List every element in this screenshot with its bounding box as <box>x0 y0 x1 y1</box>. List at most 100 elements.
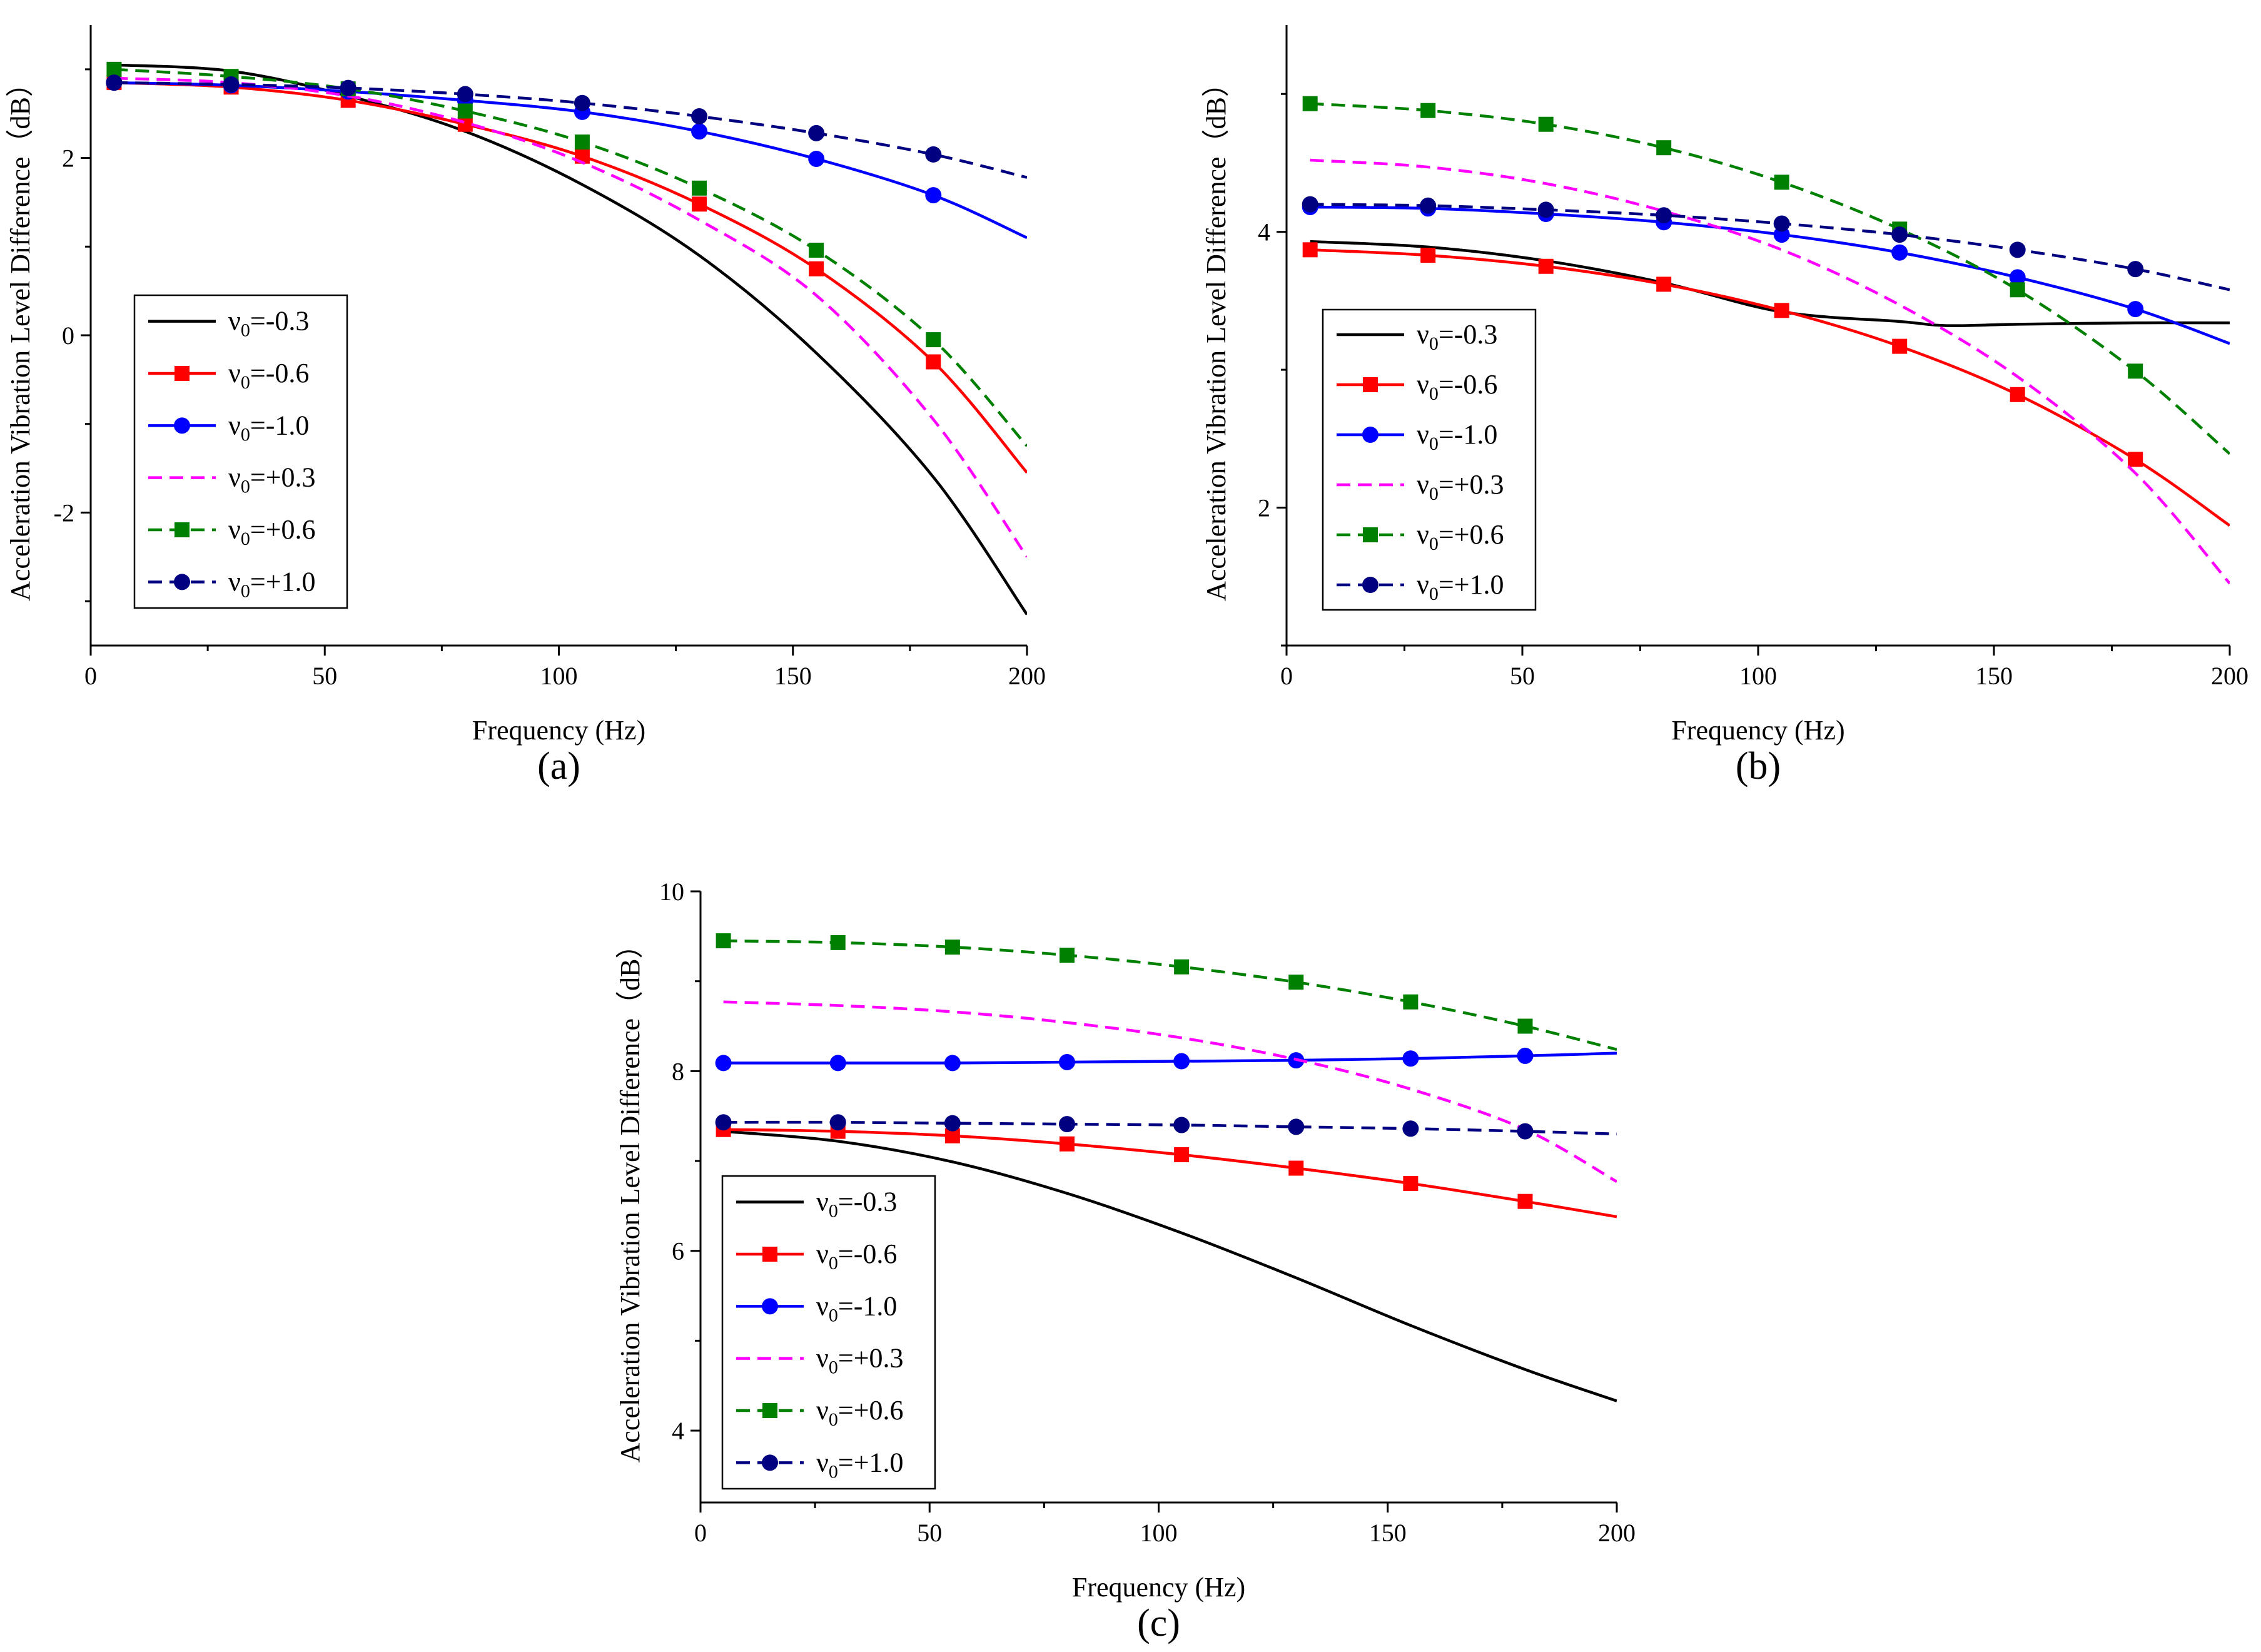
data-point <box>1403 994 1419 1010</box>
legend-symbol: ν <box>1417 469 1429 500</box>
data-point <box>809 242 824 258</box>
legend-value: =-1.0 <box>250 410 309 440</box>
legend-value: =+0.3 <box>250 462 316 493</box>
data-point <box>925 146 942 163</box>
legend-symbol: ν <box>1417 369 1429 400</box>
series-line-2 <box>114 81 1027 474</box>
x-tick-label: 200 <box>1008 662 1046 690</box>
data-point <box>692 196 707 212</box>
data-point <box>1517 1123 1534 1140</box>
legend-marker-5 <box>1363 527 1378 542</box>
chart-panel-3: 0 50 100 150 200 4 6 8 10 Frequency (Hz) Accelerat… <box>615 878 1636 1644</box>
x-tick-label: 100 <box>1140 1519 1178 1547</box>
legend-symbol: ν <box>228 358 241 388</box>
data-point <box>1420 248 1436 263</box>
legend-value: =+1.0 <box>250 566 316 597</box>
data-point <box>1538 116 1554 132</box>
legend-value: =+0.3 <box>1439 469 1504 500</box>
data-point <box>1774 175 1789 190</box>
data-point <box>1173 1053 1190 1070</box>
data-point <box>1773 215 1790 232</box>
y-tick-label: -2 <box>54 499 74 527</box>
legend-subscript: 0 <box>829 1305 838 1325</box>
data-point <box>1060 1136 1075 1152</box>
y-tick-label: 4 <box>672 1417 684 1445</box>
x-axis-title: Frequency (Hz) <box>1671 715 1844 746</box>
legend-marker-3 <box>1362 427 1378 443</box>
y-tick-label: 8 <box>672 1057 684 1085</box>
series-group <box>715 933 1617 1402</box>
legend-value: =-1.0 <box>1439 419 1497 450</box>
series-group <box>1302 96 2230 585</box>
chart-panel-1: 0 50 100 150 200 -2 0 2 Frequency (Hz) Accelerati… <box>5 25 1046 788</box>
data-point <box>106 61 122 77</box>
legend-label-3: ν0=-1.0 <box>228 410 309 445</box>
y-axis-title: Acceleration Vibration Level Difference（… <box>5 69 36 601</box>
legend-symbol: ν <box>228 306 241 337</box>
legend-marker-3 <box>174 417 190 434</box>
legend-subscript: 0 <box>241 477 250 497</box>
data-point <box>692 180 707 196</box>
legend-subscript: 0 <box>829 1357 838 1378</box>
legend-label-2: ν0=-0.6 <box>816 1239 897 1274</box>
legend-symbol: ν <box>816 1343 829 1374</box>
data-point <box>1891 244 1908 261</box>
series-line-6 <box>114 81 1027 179</box>
legend-value: =+0.6 <box>838 1395 904 1426</box>
y-axis-title: Acceleration Vibration Level Difference（… <box>615 931 645 1463</box>
data-point <box>457 116 473 132</box>
panel-label: (c) <box>1137 1602 1180 1644</box>
y-tick-label: 2 <box>1258 494 1270 522</box>
legend-label-1: ν0=-0.3 <box>228 306 309 341</box>
legend-value: =+0.6 <box>1439 519 1504 550</box>
series-line-1 <box>723 1130 1617 1402</box>
legend-subscript: 0 <box>1429 333 1439 354</box>
x-tick-label: 0 <box>694 1519 707 1547</box>
legend-marker-5 <box>762 1403 777 1418</box>
series-line-3 <box>114 81 1027 240</box>
legend-box <box>1322 308 1537 611</box>
data-point <box>223 76 240 93</box>
legend-subscript: 0 <box>241 424 250 445</box>
data-point <box>944 1055 961 1072</box>
legend-marker-6 <box>174 574 190 590</box>
data-point <box>1891 226 1908 243</box>
x-axis-title: Frequency (Hz) <box>1072 1572 1245 1603</box>
legend-label-3: ν0=-1.0 <box>1417 419 1497 454</box>
legend-label-2: ν0=-0.6 <box>228 358 309 393</box>
legend-box <box>721 1175 936 1490</box>
x-tick-label: 100 <box>1739 662 1777 690</box>
legend: ν0=-0.3ν0=-0.6ν0=-1.0ν0=+0.3ν0=+0.6ν0=+1… <box>721 1175 936 1490</box>
legend-symbol: ν <box>816 1187 829 1217</box>
data-point <box>1656 140 1672 156</box>
data-point <box>1402 1050 1419 1067</box>
data-point <box>1538 258 1554 274</box>
x-tick-label: 150 <box>1369 1519 1407 1547</box>
legend-subscript: 0 <box>1429 534 1439 554</box>
data-point <box>715 1055 732 1072</box>
data-point <box>574 134 590 150</box>
data-point <box>691 123 708 140</box>
data-point <box>1174 1147 1190 1162</box>
legend-symbol: ν <box>816 1239 829 1269</box>
data-point <box>1288 1118 1305 1135</box>
x-axis-title: Frequency (Hz) <box>472 715 645 746</box>
legend-label-4: ν0=+0.3 <box>1417 469 1504 504</box>
legend-value: =-0.6 <box>1439 369 1497 400</box>
data-point <box>808 124 825 141</box>
series-line-5 <box>723 939 1617 1052</box>
data-point <box>715 1114 732 1131</box>
series-line-6 <box>1310 203 2230 291</box>
panel-label: (a) <box>537 745 580 788</box>
legend-marker-2 <box>175 366 190 381</box>
y-tick-label: 0 <box>62 322 74 350</box>
y-tick-label: 2 <box>62 144 74 173</box>
x-tick-label: 200 <box>1598 1519 1636 1547</box>
data-point <box>925 187 942 204</box>
x-tick-label: 200 <box>2211 662 2248 690</box>
data-point <box>1302 242 1318 258</box>
legend-marker-2 <box>762 1247 777 1262</box>
legend-box <box>133 294 348 609</box>
legend-symbol: ν <box>1417 419 1429 450</box>
x-tick-label: 50 <box>917 1519 942 1547</box>
